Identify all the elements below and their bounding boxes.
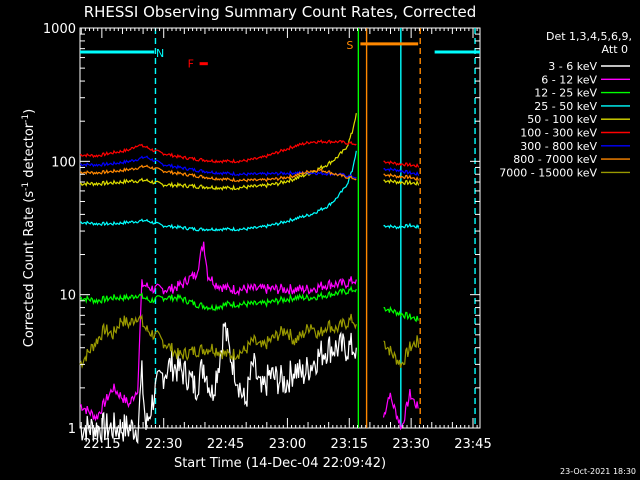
flag-label-F: F — [188, 58, 194, 71]
y-tick-label-0: 1 — [68, 422, 76, 437]
x-tick-label-4: 23:15 — [331, 437, 368, 452]
series-line-post-gap-0 — [383, 160, 420, 168]
legend-label-3: 25 - 50 keV — [534, 100, 597, 113]
series-line-post-gap-5 — [383, 305, 419, 323]
flag-label-S: S — [346, 39, 353, 52]
series-line-6 — [79, 155, 357, 179]
legend-label-4: 50 - 100 keV — [527, 113, 597, 126]
chart-title: RHESSI Observing Summary Count Rates, Co… — [84, 3, 477, 21]
series-line-post-gap-3 — [383, 178, 420, 186]
legend-label-6: 300 - 800 keV — [520, 140, 597, 153]
plot-frame — [79, 27, 481, 429]
y-axis-label: Corrected Count Rate (s-1 detector-1) — [21, 109, 37, 347]
series-line-2 — [79, 285, 357, 312]
y-tick-label-1: 10 — [59, 289, 76, 304]
flag-label-N: N — [156, 47, 164, 60]
legend-label-2: 12 - 25 keV — [534, 87, 597, 100]
y-tick-label-2: 100 — [51, 155, 76, 170]
legend-header-line2: Att 0 — [602, 43, 628, 56]
x-tick-label-2: 22:45 — [207, 437, 244, 452]
series-line-8 — [79, 313, 357, 369]
legend-label-0: 3 - 6 keV — [548, 60, 597, 73]
x-tick-label-0: 22:15 — [83, 437, 120, 452]
series-line-3 — [79, 150, 357, 232]
series-line-1 — [79, 241, 357, 422]
legend-label-7: 800 - 7000 keV — [513, 153, 597, 166]
x-tick-label-6: 23:45 — [454, 437, 491, 452]
x-axis-label: Start Time (14-Dec-04 22:09:42) — [174, 456, 386, 471]
x-tick-label-5: 23:30 — [392, 437, 429, 452]
legend-label-1: 6 - 12 keV — [541, 73, 597, 86]
series-line-5 — [79, 139, 357, 164]
x-tick-label-3: 23:00 — [269, 437, 306, 452]
footer-date: 23-Oct-2021 18:30 — [560, 467, 636, 476]
series-line-post-gap-4 — [383, 222, 420, 230]
y-tick-label-3: 1000 — [43, 22, 76, 37]
series-line-7 — [79, 164, 357, 183]
series-line-0 — [79, 322, 357, 445]
x-tick-label-1: 22:30 — [145, 437, 182, 452]
legend-label-8: 7000 - 15000 keV — [499, 166, 597, 179]
legend-label-5: 100 - 300 keV — [520, 127, 597, 140]
series-line-post-gap-2 — [383, 172, 420, 181]
series-line-post-gap-6 — [383, 335, 420, 368]
series-line-post-gap-7 — [382, 389, 419, 431]
series-line-post-gap-1 — [383, 167, 420, 176]
legend-header-line1: Det 1,3,4,5,6,9, — [546, 30, 632, 43]
